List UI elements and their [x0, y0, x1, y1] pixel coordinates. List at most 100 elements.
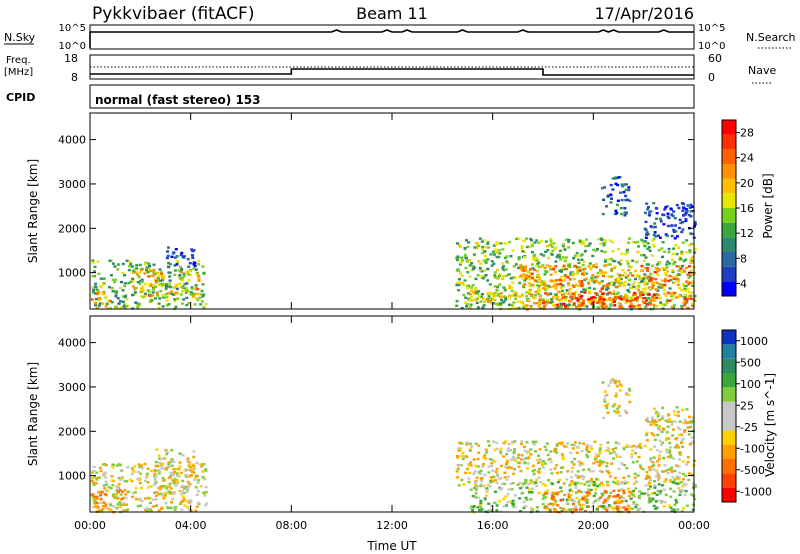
data-cell: [683, 296, 687, 300]
data-cell: [120, 477, 124, 480]
data-cell: [656, 234, 660, 237]
data-cell: [157, 493, 161, 496]
data-cell: [680, 510, 684, 513]
data-cell: [123, 295, 127, 299]
data-cell: [687, 213, 691, 217]
data-cell: [601, 212, 605, 216]
data-cell: [672, 410, 676, 413]
data-cell: [501, 274, 505, 278]
data-cell: [146, 271, 150, 274]
data-cell: [529, 479, 533, 482]
data-cell: [674, 478, 678, 481]
colorbar-segment: [722, 430, 736, 445]
data-cell: [133, 291, 137, 294]
data-cell: [631, 461, 635, 464]
data-cell: [552, 279, 556, 283]
data-cell: [144, 508, 148, 511]
data-cell: [535, 269, 539, 273]
y-tick-label: 4000: [58, 134, 86, 147]
data-cell: [596, 247, 599, 251]
data-cell: [192, 267, 196, 270]
data-cell: [460, 256, 464, 259]
data-cell: [184, 485, 188, 488]
data-cell: [97, 298, 101, 302]
colorbar-segment: [722, 330, 736, 345]
data-cell: [476, 457, 480, 461]
data-cell: [631, 283, 635, 286]
data-cell: [491, 297, 494, 300]
data-cell: [187, 279, 191, 282]
data-cell: [551, 266, 555, 269]
data-cell: [104, 503, 108, 506]
data-cell: [604, 491, 608, 494]
data-cell: [689, 210, 693, 213]
colorbar-segment: [722, 208, 736, 223]
data-cell: [505, 504, 508, 507]
data-cell: [684, 300, 688, 303]
data-cell: [145, 266, 149, 269]
data-cell: [542, 459, 545, 463]
data-cell: [653, 407, 656, 410]
data-cell: [162, 467, 166, 470]
x-tick-label: 00:00: [678, 519, 710, 532]
data-cell: [167, 485, 171, 488]
data-cell: [484, 273, 488, 277]
data-cell: [506, 475, 510, 478]
data-cell: [516, 456, 520, 459]
data-cell: [634, 487, 638, 490]
data-cell: [661, 427, 665, 430]
colorbar-tick-label: 28: [740, 127, 754, 140]
data-cell: [653, 486, 657, 489]
data-cell: [456, 455, 460, 458]
data-cell: [160, 278, 164, 282]
data-cell: [641, 291, 645, 294]
data-cell: [676, 283, 680, 287]
data-cell: [136, 477, 140, 480]
data-cell: [580, 303, 584, 306]
data-cell: [530, 251, 534, 254]
data-cell: [584, 272, 588, 275]
data-cell: [147, 266, 151, 269]
data-cell: [194, 486, 198, 489]
data-cell: [559, 286, 563, 289]
data-cell: [542, 254, 546, 257]
data-cell: [571, 509, 575, 512]
data-cell: [549, 502, 553, 506]
data-cell: [652, 243, 656, 246]
data-cell: [674, 230, 678, 233]
data-cell: [563, 493, 567, 497]
data-cell: [104, 471, 107, 474]
data-cell: [542, 301, 545, 305]
data-cell: [133, 491, 137, 494]
data-cell: [162, 274, 166, 278]
data-cell: [180, 251, 184, 255]
data-cell: [610, 292, 614, 296]
data-cell: [576, 470, 580, 473]
data-cell: [114, 305, 118, 308]
data-cell: [673, 469, 677, 473]
data-cell: [535, 506, 539, 509]
data-cell: [491, 479, 495, 483]
data-cell: [175, 263, 179, 266]
data-cell: [550, 242, 553, 245]
data-cell: [102, 501, 106, 504]
data-cell: [569, 493, 573, 497]
data-cell: [637, 455, 641, 459]
data-cell: [582, 288, 586, 291]
data-cell: [646, 247, 650, 251]
data-cell: [495, 467, 499, 471]
data-cell: [464, 257, 468, 260]
data-cell: [460, 454, 464, 457]
data-cell: [524, 496, 528, 500]
data-cell: [550, 298, 554, 301]
data-cell: [553, 491, 557, 495]
data-cell: [175, 287, 179, 291]
data-cell: [682, 206, 686, 210]
data-cell: [681, 264, 684, 268]
data-cell: [632, 281, 636, 284]
data-cell: [151, 291, 155, 294]
data-cell: [623, 271, 627, 274]
data-cell: [632, 482, 636, 485]
data-cell: [204, 504, 208, 507]
data-cell: [471, 284, 475, 287]
